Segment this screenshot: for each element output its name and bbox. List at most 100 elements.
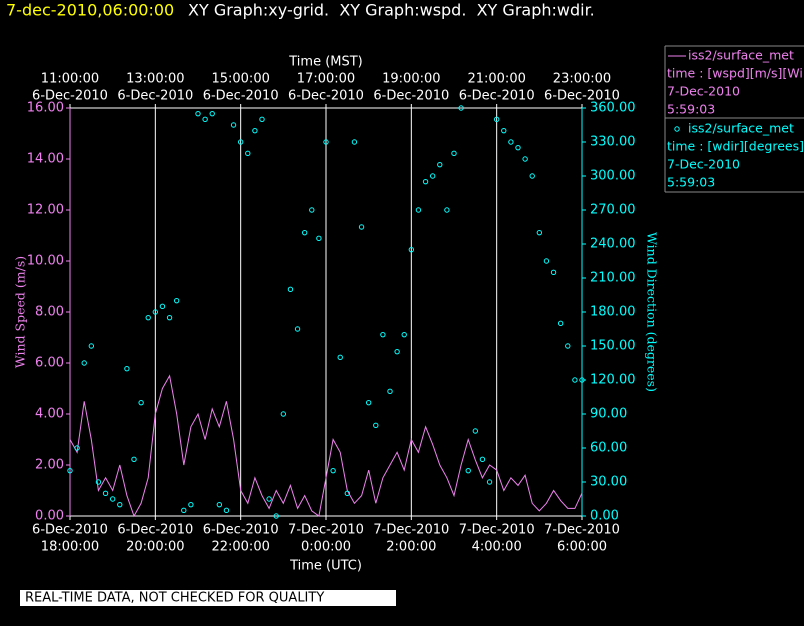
wind-direction-point xyxy=(536,229,543,236)
wind-direction-point xyxy=(458,105,464,111)
wind-direction-point xyxy=(102,490,109,497)
wind-direction-point xyxy=(88,343,95,349)
x2-tick-label: 13:00:00 xyxy=(126,72,184,87)
wind-direction-point xyxy=(230,122,237,128)
wind-direction-point xyxy=(124,365,130,372)
x-tick-label: 4:00:00 xyxy=(472,540,522,555)
wind-direction-point xyxy=(223,507,230,514)
wind-direction-point xyxy=(522,156,528,162)
wind-direction-point xyxy=(145,314,151,321)
x2-tick-label: 11:00:00 xyxy=(41,72,99,87)
wind-direction-point xyxy=(159,303,166,310)
wind-direction-point xyxy=(252,127,258,134)
wind-direction-point xyxy=(365,399,372,406)
wind-direction-point xyxy=(309,207,315,213)
x2-tick-label: 23:00:00 xyxy=(553,72,611,87)
legend-detail: 5:59:03 xyxy=(667,102,715,117)
x-tick-label: 7-Dec-2010 xyxy=(373,523,449,538)
wind-direction-point xyxy=(301,229,308,236)
y2-tick-label: 270.00 xyxy=(590,203,636,218)
x2-tick-label: 6-Dec-2010 xyxy=(32,89,108,104)
wind-direction-point xyxy=(323,139,329,145)
wind-direction-point xyxy=(330,467,336,474)
wind-direction-point xyxy=(138,399,144,406)
wind-direction-point xyxy=(508,139,514,145)
x-tick-label: 6-Dec-2010 xyxy=(32,523,108,538)
wind-direction-point xyxy=(259,116,265,123)
wind-direction-point xyxy=(216,501,223,508)
y-tick-label: 0.00 xyxy=(35,509,64,524)
wind-direction-point xyxy=(117,501,123,508)
wind-direction-point xyxy=(422,178,429,185)
wind-direction-point xyxy=(131,456,137,463)
wind-direction-point xyxy=(152,309,159,315)
wind-direction-point xyxy=(273,513,279,519)
graph-list: XY Graph:xy-grid. XY Graph:wspd. XY Grap… xyxy=(188,1,595,20)
footer: REAL-TIME DATA, NOT CHECKED FOR QUALITY xyxy=(25,591,324,606)
x2-label: Time (MST) xyxy=(288,55,363,70)
y-tick-label: 10.00 xyxy=(27,254,64,269)
y-tick-label: 4.00 xyxy=(35,407,64,422)
wind-direction-point xyxy=(579,377,585,383)
wind-direction-point xyxy=(493,116,500,123)
legend-detail: 5:59:03 xyxy=(667,175,715,190)
legend-detail: 7-Dec-2010 xyxy=(667,84,740,99)
wind-direction-point xyxy=(316,235,322,242)
x2-tick-label: 19:00:00 xyxy=(382,72,440,87)
x-label: Time (UTC) xyxy=(289,559,362,574)
wind-direction-point xyxy=(266,496,272,502)
y2-tick-label: 330.00 xyxy=(590,135,636,150)
x2-tick-label: 17:00:00 xyxy=(297,72,355,87)
wind-speed-line xyxy=(69,374,583,518)
wind-direction-point xyxy=(501,127,507,134)
y2-tick-label: 90.00 xyxy=(590,407,627,422)
x2-tick-label: 6-Dec-2010 xyxy=(544,89,620,104)
wind-direction-point xyxy=(344,490,351,497)
wind-direction-point xyxy=(572,377,578,383)
y2-tick-label: 60.00 xyxy=(590,441,627,456)
x2-tick-label: 6-Dec-2010 xyxy=(117,89,193,104)
wind-direction-point xyxy=(515,144,521,151)
x2-tick-label: 6-Dec-2010 xyxy=(373,89,449,104)
y-label: Wind Speed (m/s) xyxy=(13,256,28,368)
wind-direction-point xyxy=(337,354,343,361)
wind-direction-point xyxy=(415,207,422,213)
x2-tick-label: 6-Dec-2010 xyxy=(203,89,279,104)
wind-direction-point xyxy=(387,388,393,395)
y2-tick-label: 150.00 xyxy=(590,339,636,354)
wind-direction-point xyxy=(109,496,116,502)
wind-direction-point xyxy=(181,507,187,514)
wind-direction-point xyxy=(209,110,215,117)
wind-direction-point xyxy=(550,269,557,276)
wind-direction-point xyxy=(565,343,571,349)
y2-tick-label: 300.00 xyxy=(590,169,636,184)
wind-direction-point xyxy=(81,360,87,366)
y2-tick-label: 240.00 xyxy=(590,237,636,252)
wind-direction-point xyxy=(95,479,102,485)
x-tick-label: 7-Dec-2010 xyxy=(288,523,364,538)
wind-direction-point xyxy=(287,286,294,293)
x-tick-label: 20:00:00 xyxy=(126,540,184,555)
wind-direction-point xyxy=(67,467,73,474)
wind-direction-point xyxy=(373,422,379,429)
y2-label: Wind Direction (degrees) xyxy=(645,232,660,392)
legend-detail: 7-Dec-2010 xyxy=(667,157,740,172)
x-tick-label: 7-Dec-2010 xyxy=(544,523,620,538)
y2-tick-label: 210.00 xyxy=(590,271,636,286)
x-tick-label: 6-Dec-2010 xyxy=(117,523,193,538)
legend-detail: time : [wdir][degrees][V xyxy=(667,139,804,154)
y-tick-label: 14.00 xyxy=(27,152,64,167)
x-tick-label: 7-Dec-2010 xyxy=(459,523,535,538)
wind-direction-point xyxy=(557,320,564,327)
wind-direction-point xyxy=(202,116,208,123)
wind-direction-point xyxy=(245,150,251,157)
y-tick-label: 2.00 xyxy=(35,458,64,473)
x2-tick-label: 21:00:00 xyxy=(467,72,525,87)
wind-direction-point xyxy=(486,479,493,485)
y-tick-label: 16.00 xyxy=(27,101,64,116)
wind-direction-point xyxy=(472,428,479,434)
wind-direction-point xyxy=(280,411,287,417)
wind-direction-point xyxy=(479,456,486,463)
wind-direction-point xyxy=(401,331,407,338)
